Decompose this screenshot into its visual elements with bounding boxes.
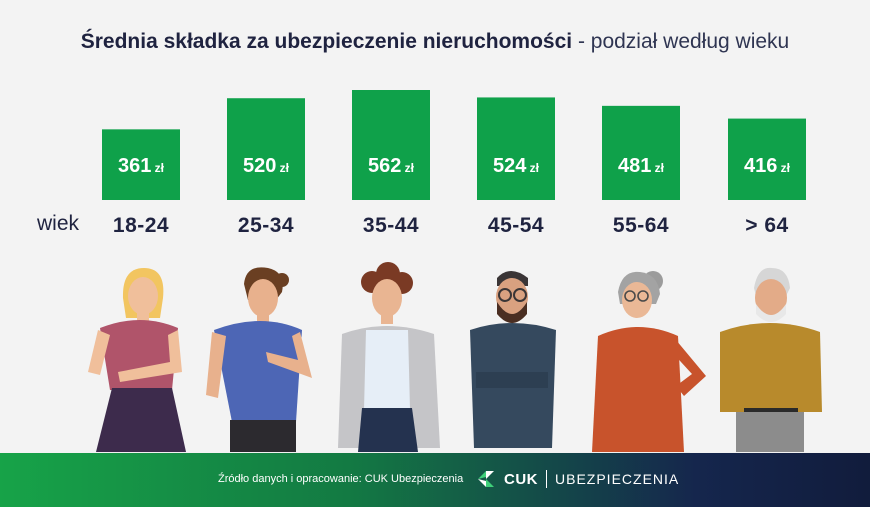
bar-55-64 (602, 105, 680, 200)
brand-separator (546, 470, 547, 488)
people-illustration (88, 262, 822, 452)
person-18-24-illustration (88, 268, 186, 452)
person-55-64-illustration (592, 271, 706, 452)
bar-> 64 (728, 118, 806, 200)
brand-name: CUK (504, 470, 538, 488)
bar-value-label: 520 zł (243, 155, 290, 177)
age-axis-prefix: wiek (37, 212, 80, 235)
chart-title-subtitle: - podział według wieku (572, 30, 790, 53)
bar-chart: 361 zł 18-24 520 zł 25-34 562 zł 35-44 524 zł 4… (102, 90, 806, 237)
bar-25-34 (227, 98, 305, 200)
bar-value-label: 416 zł (744, 155, 791, 177)
cuk-logo-icon (478, 471, 494, 487)
category-label: 55-64 (613, 214, 669, 237)
brand-logo-group: CUK UBEZPIECZENIA (476, 467, 679, 491)
footer-bar: Źródło danych i opracowanie: CUK Ubezpie… (0, 453, 870, 507)
category-label: 45-54 (488, 214, 544, 237)
category-label: > 64 (745, 214, 788, 237)
data-source-note: Źródło danych i opracowanie: CUK Ubezpie… (218, 473, 464, 485)
bar-18-24 (102, 129, 180, 200)
category-label: 35-44 (363, 214, 419, 237)
brand-subtitle: UBEZPIECZENIA (555, 471, 680, 487)
chart-title: Średnia składka za ubezpieczenie nieruch… (0, 30, 870, 54)
person-35-44-illustration (338, 262, 440, 452)
chart-title-bold: Średnia składka za ubezpieczenie nieruch… (80, 30, 573, 53)
person-over-64-illustration (720, 267, 822, 452)
bar-value-label: 524 zł (493, 155, 540, 177)
bar-value-label: 481 zł (618, 155, 665, 177)
category-label: 18-24 (113, 214, 169, 237)
category-label: 25-34 (238, 214, 294, 237)
bar-value-label: 562 zł (368, 155, 415, 177)
bar-45-54 (477, 97, 555, 200)
person-45-54-illustration (470, 271, 556, 448)
bar-value-label: 361 zł (118, 155, 165, 177)
person-25-34-illustration (206, 267, 312, 452)
bar-35-44 (352, 90, 430, 200)
